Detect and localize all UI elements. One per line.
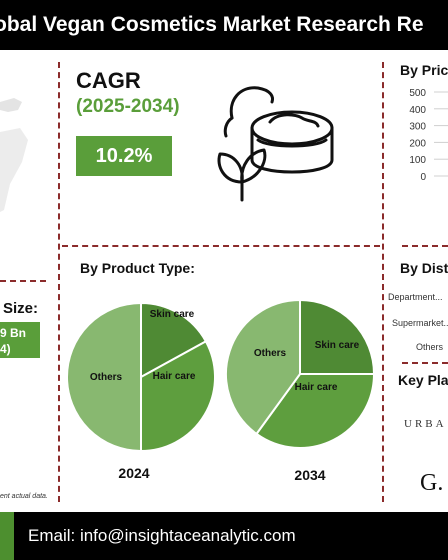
pie-label-others: Others	[254, 348, 287, 359]
pie-label-skin-care: Skin care	[315, 340, 360, 351]
pie-chart-2034: Skin care Hair care Others	[225, 298, 376, 449]
pie-2034-year-label: 2034	[294, 467, 325, 483]
pie-slice-others	[66, 301, 142, 453]
cream-jar-icon	[217, 86, 334, 202]
price-tick-label: 500	[409, 88, 426, 99]
price-tick-label: 400	[409, 105, 426, 116]
key-player-logo-g: G.	[420, 470, 444, 496]
footnote: ent actual data.	[0, 493, 48, 500]
distribution-item-others: Others	[416, 342, 444, 352]
key-player-logo-urban: URBA	[404, 418, 447, 430]
cagr-label: CAGR	[76, 68, 141, 93]
distribution-item-supermarket: Supermarket...	[392, 318, 448, 328]
distribution-item-department: Department...	[388, 292, 443, 302]
world-map-fragment	[0, 98, 28, 212]
pie-label-hair-care: Hair care	[153, 371, 196, 382]
divider-right-horizontal-2	[402, 362, 448, 364]
pie-label-hair-care: Hair care	[295, 382, 338, 393]
pie-slice-hair-care	[255, 373, 376, 449]
divider-right-horizontal-1	[402, 245, 448, 247]
price-axis: 0 100 200 300 400 500	[409, 88, 448, 183]
pie-slice-skin-care	[140, 301, 208, 379]
pie-slice-hair-care	[140, 339, 216, 453]
distribution-title: By Dist	[400, 260, 448, 276]
pie-2024-year-label: 2024	[118, 465, 149, 481]
product-type-title: By Product Type:	[80, 260, 195, 276]
product-type-pies: Others Skin care Hair care Skin care Hair c…	[66, 298, 376, 483]
cagr-value: 10.2%	[76, 136, 172, 176]
pie-label-others: Others	[90, 372, 123, 383]
divider-left-horizontal	[0, 280, 46, 282]
market-size-label: Size:	[2, 300, 38, 317]
footer-bar	[0, 512, 448, 560]
price-tick-label: 200	[409, 138, 426, 149]
price-tick-label: 0	[420, 172, 426, 183]
pie-slice-others	[225, 298, 301, 436]
market-size-value-line1: 9 Bn	[0, 326, 27, 340]
pie-label-skin-care: Skin care	[150, 309, 195, 320]
divider-center-horizontal	[62, 245, 380, 247]
pie-chart-2024: Others Skin care Hair care	[66, 301, 216, 453]
divider-right-vertical	[382, 62, 384, 502]
price-title: By Pric	[400, 62, 448, 78]
price-tick-label: 100	[409, 155, 426, 166]
market-size-value-line2: 4)	[0, 342, 11, 356]
footer-email[interactable]: Email: info@insightaceanalytic.com	[28, 526, 296, 545]
cagr-years: (2025-2034)	[76, 96, 180, 117]
price-tick-label: 300	[409, 122, 426, 133]
title-bar	[0, 0, 448, 50]
key-players-title: Key Pla	[398, 372, 448, 388]
footer-accent	[0, 512, 14, 560]
divider-left-vertical	[58, 62, 60, 502]
pie-slice-skin-care	[299, 298, 376, 375]
market-size-value: 9 Bn 4)	[0, 322, 40, 358]
page-title: obal Vegan Cosmetics Market Research Re	[0, 13, 424, 36]
